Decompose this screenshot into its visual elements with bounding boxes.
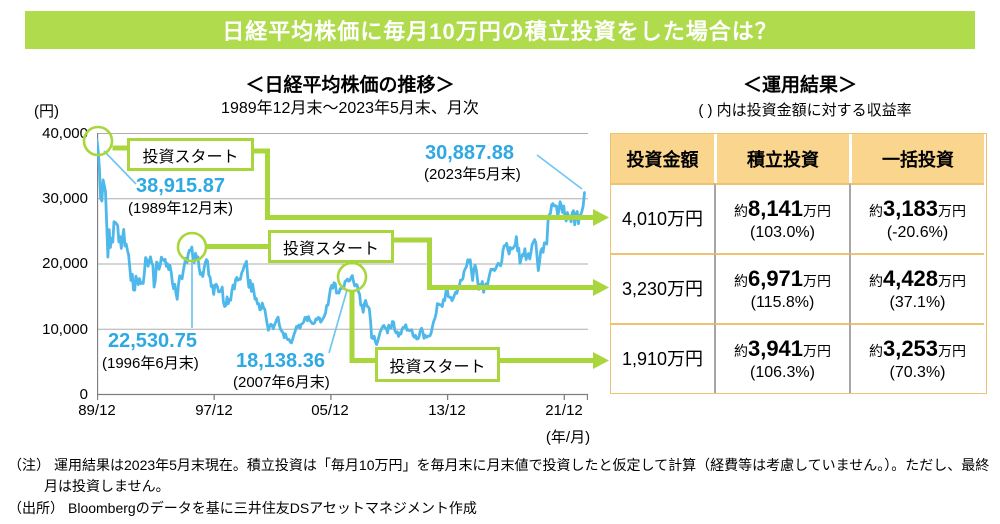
- manen-label: 万円: [803, 203, 832, 220]
- start-label-1996-text: 投資スタート: [282, 240, 379, 258]
- row1-tsumitate: 約8,141万円 (103.0%): [714, 183, 849, 253]
- header-investment-amount: 投資金額: [611, 134, 714, 183]
- results-table: 投資金額 積立投資 一括投資 4,010万円 約8,141万円 (103.0%)…: [610, 133, 987, 394]
- row2-amount-text: 3,230万円: [621, 278, 704, 299]
- x-tick-0512: 05/12: [311, 402, 349, 419]
- manen-label: 万円: [938, 343, 967, 360]
- approx-label: 約: [868, 343, 883, 360]
- x-tick-1312: 13/12: [428, 402, 466, 419]
- banner-title: 日経平均株価に毎月10万円の積立投資をした場合は？: [222, 19, 778, 44]
- footnote-label: （注）: [8, 457, 50, 473]
- x-tick-8912: 89/12: [78, 402, 116, 419]
- chart-axes: [97, 133, 588, 400]
- row2-ikkatsu-value: 4,428: [882, 266, 939, 292]
- approx-label: 約: [733, 273, 748, 290]
- approx-label: 約: [868, 273, 883, 290]
- y-axis-unit: (円): [34, 103, 59, 120]
- x-axis-unit: (年/月): [545, 429, 591, 446]
- chart-title: ＜日経平均株価の推移＞: [245, 75, 455, 96]
- y-tick-40000: 40,000: [42, 125, 88, 142]
- row1-ikkatsu-value: 3,183: [882, 196, 939, 222]
- y-tick-30000: 30,000: [42, 190, 88, 207]
- x-tick-9712: 97/12: [195, 402, 233, 419]
- row3-tsumitate-pct: (106.3%): [750, 363, 815, 381]
- source-label: （出所）: [8, 500, 64, 516]
- green-arrowheads: [593, 209, 609, 369]
- row2-ikkatsu: 約4,428万円 (37.1%): [849, 253, 984, 323]
- start-label-1996: 投資スタート: [268, 230, 394, 263]
- arrowhead-row3: [593, 352, 609, 369]
- footnote: （注） 運用結果は2023年5月末現在。積立投資は「毎月10万円」を毎月末に月末値…: [8, 455, 994, 497]
- row3-tsumitate-value: 3,941: [747, 336, 804, 362]
- arrowhead-row2: [593, 279, 609, 296]
- annotation-date-2007: (2007年6月末): [233, 374, 330, 391]
- row1-amount-text: 4,010万円: [621, 208, 704, 229]
- row2-ikkatsu-pct: (37.1%): [889, 293, 946, 311]
- row1-amount: 4,010万円: [611, 183, 714, 253]
- row3-amount-text: 1,910万円: [621, 348, 704, 369]
- manen-label: 万円: [938, 273, 967, 290]
- approx-label: 約: [868, 203, 883, 220]
- header-tsumitate: 積立投資: [714, 134, 849, 183]
- banner: 日経平均株価に毎月10万円の積立投資をした場合は？: [25, 11, 975, 49]
- source-text: Bloombergのデータを基に三井住友DSアセットマネジメント作成: [68, 500, 477, 516]
- results-subtitle: ( ) 内は投資金額に対する収益率: [698, 102, 912, 119]
- start-label-1989: 投資スタート: [127, 138, 254, 171]
- row3-ikkatsu-value: 3,253: [882, 336, 939, 362]
- approx-label: 約: [733, 203, 748, 220]
- source-note: （出所） Bloombergのデータを基に三井住友DSアセットマネジメント作成: [8, 498, 994, 519]
- annotation-value-1996: 22,530.75: [108, 330, 197, 352]
- chart-subtitle: 1989年12月末～2023年5月末、月次: [221, 100, 479, 117]
- manen-label: 万円: [803, 273, 832, 290]
- y-tick-20000: 20,000: [42, 255, 88, 272]
- row1-ikkatsu-pct: (-20.6%): [886, 223, 949, 241]
- row3-tsumitate: 約3,941万円 (106.3%): [714, 323, 849, 393]
- row1-tsumitate-value: 8,141: [747, 196, 804, 222]
- y-tick-0: 0: [79, 386, 88, 403]
- row2-amount: 3,230万円: [611, 253, 714, 323]
- row2-tsumitate-value: 6,971: [747, 266, 804, 292]
- row3-ikkatsu-pct: (70.3%): [889, 363, 946, 381]
- start-label-2007: 投資スタート: [375, 347, 500, 382]
- y-tick-10000: 10,000: [42, 321, 88, 338]
- approx-label: 約: [733, 343, 748, 360]
- row3-amount: 1,910万円: [611, 323, 714, 393]
- annotation-date-1996: (1996年6月末): [102, 355, 199, 372]
- arrowhead-row1: [593, 209, 609, 226]
- row1-ikkatsu: 約3,183万円 (-20.6%): [849, 183, 984, 253]
- header-ikkatsu: 一括投資: [849, 134, 984, 183]
- footnote-text: 運用結果は2023年5月末現在。積立投資は「毎月10万円」を毎月末に月末値で投資…: [44, 457, 990, 494]
- x-tick-2112: 21/12: [545, 402, 583, 419]
- annotation-date-2023: (2023年5月末): [424, 166, 521, 183]
- results-title: ＜運用結果＞: [742, 75, 857, 96]
- row2-tsumitate-pct: (115.8%): [750, 293, 815, 311]
- start-label-1989-text: 投資スタート: [142, 148, 239, 166]
- annotation-value-2023: 30,887.88: [425, 142, 514, 164]
- annotation-date-1989: (1989年12月末): [128, 200, 234, 217]
- start-label-2007-text: 投資スタート: [389, 358, 486, 376]
- row3-ikkatsu: 約3,253万円 (70.3%): [849, 323, 984, 393]
- manen-label: 万円: [803, 343, 832, 360]
- annotation-value-2007: 18,138.36: [236, 350, 325, 372]
- manen-label: 万円: [938, 203, 967, 220]
- row2-tsumitate: 約6,971万円 (115.8%): [714, 253, 849, 323]
- annotation-value-1989: 38,915.87: [136, 175, 225, 197]
- row1-tsumitate-pct: (103.0%): [750, 223, 815, 241]
